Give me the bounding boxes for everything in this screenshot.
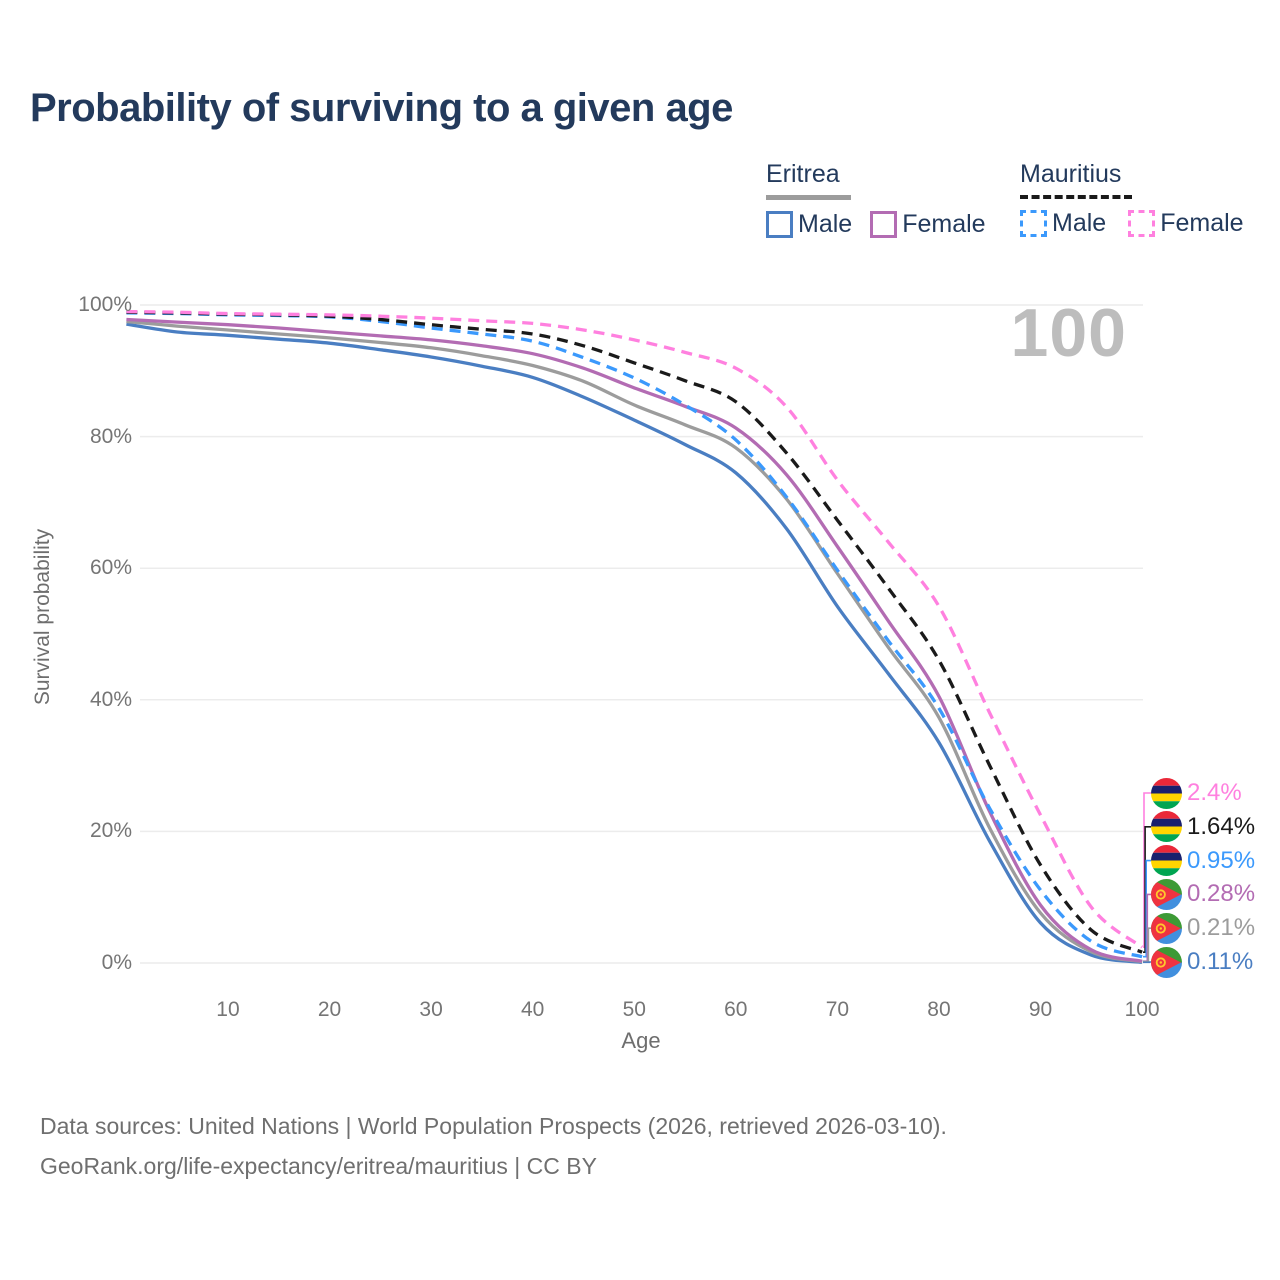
legend-swatch-eritrea-female bbox=[870, 211, 898, 238]
curve-eritrea-male[interactable] bbox=[126, 322, 1143, 964]
legend-swatch-mauritius-female bbox=[1128, 210, 1156, 237]
x-tick-50: 50 bbox=[622, 998, 646, 1021]
end-label-value: 0.28% bbox=[1187, 880, 1256, 908]
caption: Data sources: United Nations | World Pop… bbox=[40, 1106, 947, 1186]
legend-line-sample-eritrea bbox=[766, 195, 851, 200]
end-label-connector-mauritius-male bbox=[1143, 859, 1151, 958]
curve-mauritius-both-sexes[interactable] bbox=[126, 310, 1143, 954]
legend-label: Male bbox=[798, 210, 853, 238]
y-tick-80%: 80% bbox=[89, 424, 132, 448]
x-tick-60: 60 bbox=[724, 998, 748, 1021]
x-tick-80: 80 bbox=[927, 998, 951, 1021]
end-label-value: 0.11% bbox=[1187, 948, 1254, 975]
eritrea-flag-icon bbox=[1151, 878, 1182, 910]
end-label-eritrea-male[interactable]: 0.11% bbox=[1151, 946, 1253, 978]
end-label-connector-mauritius-female bbox=[1143, 792, 1151, 948]
curve-eritrea-both-sexes[interactable] bbox=[126, 319, 1143, 964]
mauritius-flag-icon bbox=[1151, 845, 1182, 877]
legend-label: Male bbox=[1052, 209, 1107, 237]
legend-line-sample-mauritius bbox=[1020, 195, 1132, 199]
x-tick-10: 10 bbox=[216, 998, 240, 1021]
x-tick-100: 100 bbox=[1124, 998, 1160, 1021]
x-tick-20: 20 bbox=[317, 998, 342, 1021]
watermark-age-100: 100 bbox=[1010, 295, 1127, 371]
curve-mauritius-male[interactable] bbox=[126, 311, 1143, 959]
legend-label: Female bbox=[902, 210, 986, 238]
end-label-value: 1.64% bbox=[1187, 812, 1256, 840]
end-label-eritrea-both-sexes[interactable]: 0.21% bbox=[1151, 912, 1255, 944]
y-tick-0%: 0% bbox=[101, 951, 132, 974]
x-tick-90: 90 bbox=[1028, 998, 1053, 1021]
legend-country-eritrea[interactable]: Eritrea bbox=[766, 160, 840, 188]
curve-mauritius-female[interactable] bbox=[126, 309, 1144, 949]
end-label-mauritius-male[interactable]: 0.95% bbox=[1151, 845, 1255, 877]
end-label-value: 2.4% bbox=[1187, 779, 1242, 806]
x-tick-70: 70 bbox=[825, 998, 850, 1021]
legend-label: Female bbox=[1160, 209, 1244, 237]
legend-country-mauritius[interactable]: Mauritius bbox=[1020, 160, 1122, 188]
y-tick-60%: 60% bbox=[89, 556, 132, 580]
eritrea-flag-icon bbox=[1151, 912, 1182, 944]
legend-swatch-mauritius-male bbox=[1020, 210, 1047, 237]
legend-swatch-eritrea-male bbox=[766, 211, 793, 238]
legend-item-eritrea-female[interactable]: Female bbox=[870, 210, 986, 239]
end-label-value: 0.95% bbox=[1187, 846, 1256, 874]
y-tick-20%: 20% bbox=[89, 819, 132, 843]
eritrea-flag-icon bbox=[1151, 946, 1182, 978]
y-tick-100%: 100% bbox=[78, 293, 132, 316]
y-tick-40%: 40% bbox=[89, 687, 132, 711]
x-axis-title: Age bbox=[621, 1028, 661, 1053]
caption-link: GeoRank.org/life-expectancy/eritrea/maur… bbox=[40, 1153, 597, 1179]
mauritius-flag-icon bbox=[1151, 777, 1182, 809]
end-label-eritrea-female[interactable]: 0.28% bbox=[1151, 878, 1255, 910]
end-label-mauritius-both-sexes[interactable]: 1.64% bbox=[1151, 811, 1255, 843]
legend-item-eritrea-male[interactable]: Male bbox=[766, 210, 852, 239]
legend-item-mauritius-male[interactable]: Male bbox=[1020, 209, 1106, 238]
caption-sources: Data sources: United Nations | World Pop… bbox=[40, 1113, 947, 1139]
page-title: Probability of surviving to a given age bbox=[30, 86, 733, 130]
legend-group-mauritius: Mauritius Male Female bbox=[1020, 160, 1244, 238]
mauritius-flag-icon bbox=[1151, 811, 1182, 843]
legend-item-mauritius-female[interactable]: Female bbox=[1128, 209, 1244, 238]
end-label-value: 0.21% bbox=[1187, 914, 1256, 942]
end-label-connector-mauritius-both-sexes bbox=[1143, 826, 1151, 953]
curve-eritrea-female[interactable] bbox=[126, 317, 1143, 963]
legend-group-eritrea: Eritrea Male Female bbox=[766, 160, 986, 239]
x-tick-40: 40 bbox=[520, 998, 545, 1021]
x-tick-30: 30 bbox=[419, 998, 443, 1021]
end-label-mauritius-female[interactable]: 2.4% bbox=[1151, 777, 1242, 809]
